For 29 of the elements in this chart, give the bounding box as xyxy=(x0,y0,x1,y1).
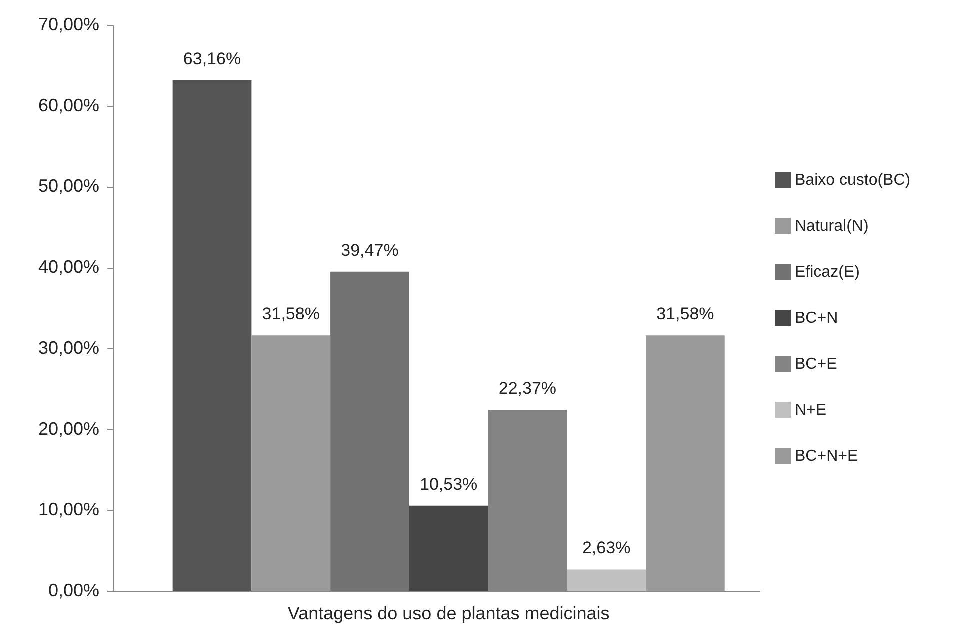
y-tick-label: 60,00% xyxy=(38,95,100,116)
data-label: 39,47% xyxy=(341,240,399,260)
legend-label: Natural(N) xyxy=(795,218,869,235)
legend-label: BC+N+E xyxy=(795,448,858,465)
data-label: 63,16% xyxy=(183,49,242,68)
data-label: 31,58% xyxy=(262,304,320,324)
y-tick-label: 0,00% xyxy=(48,580,100,600)
bar xyxy=(252,336,331,591)
bar xyxy=(409,506,488,591)
bar xyxy=(172,80,252,591)
y-tick-label: 10,00% xyxy=(38,500,100,520)
data-label: 2,63% xyxy=(582,538,631,558)
legend-label: BC+N xyxy=(795,310,838,327)
legend-label: BC+E xyxy=(795,356,838,373)
bar xyxy=(330,272,410,591)
data-label: 10,53% xyxy=(420,474,478,494)
data-label: 31,58% xyxy=(656,304,714,324)
y-tick-label: 70,00% xyxy=(38,14,100,34)
legend-label: Baixo custo(BC) xyxy=(795,172,911,189)
y-tick-label: 20,00% xyxy=(38,418,100,439)
x-tick-label: Vantagens do uso de plantas medicinais xyxy=(288,604,610,624)
data-label: 22,37% xyxy=(498,379,557,398)
bar xyxy=(567,570,646,591)
y-tick-label: 50,00% xyxy=(38,176,100,196)
bar xyxy=(646,336,725,591)
y-tick-label: 30,00% xyxy=(38,338,100,358)
legend-label: N+E xyxy=(795,402,827,419)
legend-label: Eficaz(E) xyxy=(795,264,860,281)
y-tick-label: 40,00% xyxy=(38,257,100,278)
